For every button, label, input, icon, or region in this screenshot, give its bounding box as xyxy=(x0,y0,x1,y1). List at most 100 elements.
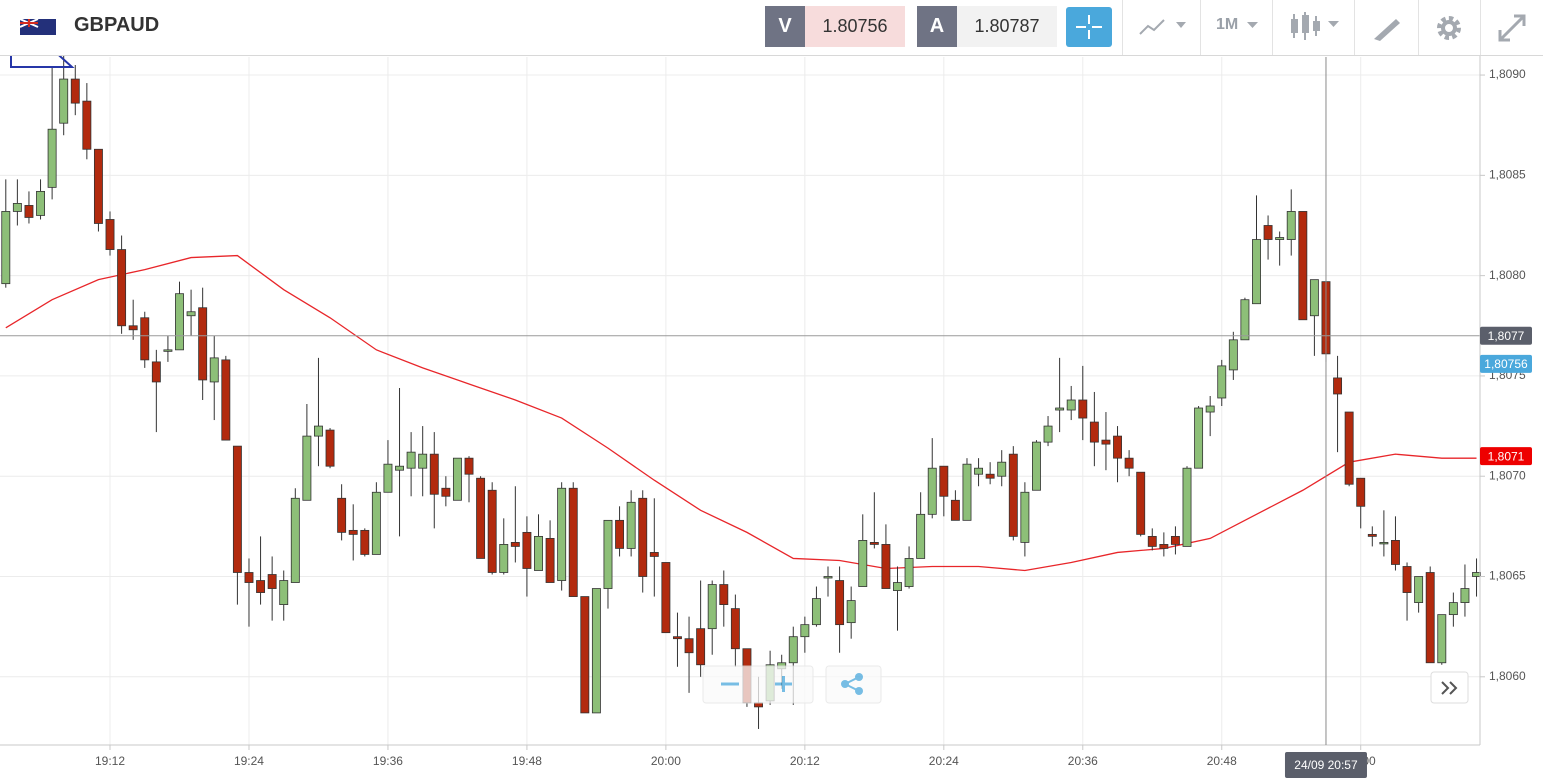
candle-body xyxy=(221,359,231,441)
x-tick-label: 19:24 xyxy=(234,754,264,768)
candle-body xyxy=(1089,421,1099,443)
candle-body xyxy=(835,580,845,626)
dropdown-arrow xyxy=(1247,22,1258,28)
candle-body xyxy=(1182,467,1192,547)
candle-body xyxy=(1333,377,1343,395)
candle-body xyxy=(638,497,648,577)
symbol[interactable]: GBPAUD xyxy=(74,14,160,36)
crosshair-box xyxy=(1284,752,1367,778)
candle-body xyxy=(1263,225,1273,240)
candle-body xyxy=(302,435,312,501)
buy-price[interactable]: 1.80787 xyxy=(957,6,1057,47)
draw-tool-icon[interactable] xyxy=(1370,13,1404,43)
share-button[interactable] xyxy=(825,665,882,704)
candle-body xyxy=(985,473,995,479)
candle-body xyxy=(603,519,613,589)
candle-body xyxy=(684,638,694,654)
chart-type-icon[interactable] xyxy=(1136,12,1196,42)
candle-body xyxy=(1391,540,1400,565)
candle-body xyxy=(406,451,416,469)
candle-body xyxy=(1402,566,1412,593)
candle-body xyxy=(719,584,729,605)
candle-body xyxy=(163,349,173,352)
scroll-right-button[interactable] xyxy=(1430,671,1469,704)
candle-body xyxy=(939,465,949,497)
x-tick-label: 19:12 xyxy=(95,754,125,768)
candle-body xyxy=(673,636,682,640)
x-tick-label: 20:48 xyxy=(1207,754,1237,768)
candle-body xyxy=(1344,411,1354,485)
separator xyxy=(1354,0,1355,55)
candle-body xyxy=(1425,572,1435,664)
timeframe[interactable]: 1M xyxy=(1216,16,1239,33)
price-marker-label: 1,8077 xyxy=(1488,329,1525,343)
sell-label[interactable]: V xyxy=(765,6,805,47)
candle-body xyxy=(858,540,868,587)
zoom-controls[interactable] xyxy=(702,665,882,704)
candle-body xyxy=(314,425,323,437)
candle-body xyxy=(70,78,80,104)
candle-body xyxy=(823,576,833,579)
candle-body xyxy=(36,190,45,216)
candle-body xyxy=(522,531,532,569)
candle-body xyxy=(128,325,138,331)
candle-body xyxy=(1379,542,1389,545)
candle-body xyxy=(279,580,289,605)
marker-layer: 1,8077 1,80756 1,8071 24/09 20:57 xyxy=(1284,57,1532,778)
y-tick-label: 1,8080 xyxy=(1489,268,1526,282)
candle-body xyxy=(661,562,671,634)
separator xyxy=(1122,0,1123,55)
separator xyxy=(1418,0,1419,55)
y-tick-label: 1,8085 xyxy=(1489,168,1526,182)
candle-body xyxy=(1414,576,1424,603)
candle-body xyxy=(337,497,347,533)
candle-body xyxy=(175,293,184,351)
candle-body xyxy=(186,311,196,317)
candle-body xyxy=(626,501,636,549)
candle-body xyxy=(591,588,601,714)
candle-body xyxy=(1286,211,1296,240)
candle-body xyxy=(962,463,972,521)
x-tick-label: 20:36 xyxy=(1068,754,1098,768)
settings-icon[interactable] xyxy=(1434,13,1464,43)
zoom-panel xyxy=(702,665,814,704)
candle-body xyxy=(441,487,451,497)
candle-body xyxy=(1055,407,1065,411)
axis-layer: 1,80601,80651,80701,80751,80801,80851,80… xyxy=(95,67,1526,768)
candle-body xyxy=(557,487,567,581)
grid-layer xyxy=(0,57,1480,745)
fullscreen-icon[interactable] xyxy=(1497,13,1527,43)
candle-body xyxy=(800,624,810,638)
candle-body xyxy=(707,584,717,630)
candle-body xyxy=(1101,439,1111,445)
candle-body xyxy=(371,491,381,555)
candle-body xyxy=(788,636,798,664)
candle-body xyxy=(1078,399,1088,419)
candle-body xyxy=(256,580,266,593)
separator xyxy=(1272,0,1273,55)
candle-body xyxy=(418,453,428,469)
candle-body xyxy=(499,544,509,573)
candle-body xyxy=(881,544,891,589)
candle-body xyxy=(1437,614,1447,664)
price-marker xyxy=(1480,354,1532,373)
candle-body xyxy=(811,598,821,626)
candle-body xyxy=(1147,535,1157,547)
share-icon xyxy=(841,673,863,695)
candle-type-icon[interactable] xyxy=(1288,10,1348,44)
buy-label[interactable]: A xyxy=(917,6,957,47)
candle-body xyxy=(360,529,370,555)
candle-body xyxy=(1159,544,1169,549)
sell-price[interactable]: 1.80756 xyxy=(805,6,905,47)
candle-body xyxy=(244,572,254,583)
candle-body xyxy=(209,357,219,383)
candle-body xyxy=(290,497,300,583)
candle-body xyxy=(151,361,161,383)
price-marker-label: 1,8071 xyxy=(1488,449,1525,463)
candle-body xyxy=(1194,407,1204,469)
candle-body xyxy=(869,542,879,545)
candle-body xyxy=(1448,602,1458,616)
crosshair-button[interactable] xyxy=(1066,7,1112,47)
separator xyxy=(1200,0,1201,55)
candle-body xyxy=(1066,399,1076,411)
